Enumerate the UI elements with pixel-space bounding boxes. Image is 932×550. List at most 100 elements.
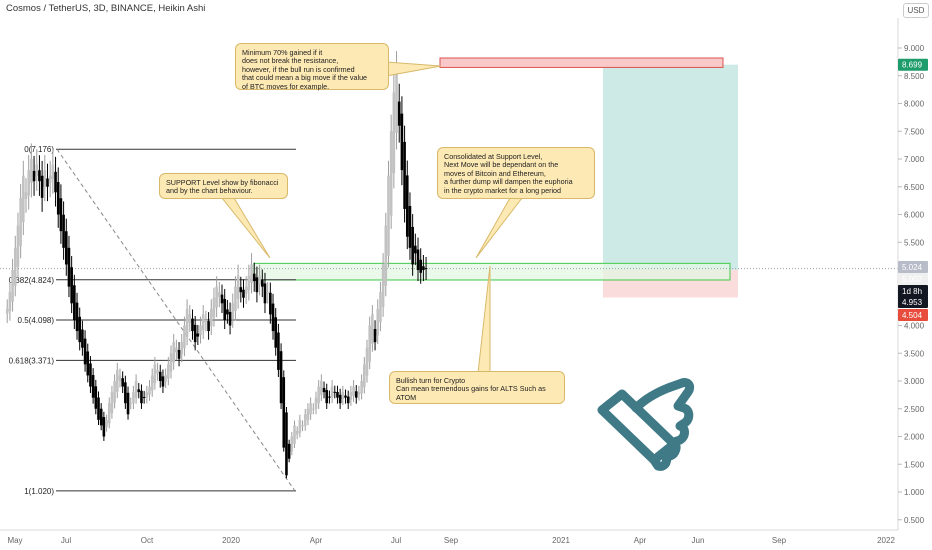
candle-body — [252, 273, 256, 282]
candles — [5, 51, 428, 479]
support-zone — [253, 262, 731, 281]
candle-body — [411, 226, 414, 265]
fib-level-label: 1(1.020) — [24, 487, 54, 496]
candle-body — [408, 206, 412, 248]
price-tick-label: 4.000 — [904, 322, 925, 331]
price-tick-label: 7.000 — [904, 155, 925, 164]
candle-body — [371, 314, 374, 344]
candle-body — [405, 175, 409, 237]
candle-body — [277, 332, 280, 370]
candle-body — [30, 159, 33, 183]
candle-body — [226, 309, 229, 315]
price-label-box — [898, 273, 928, 285]
candle-body — [395, 70, 398, 133]
time-axis[interactable]: May Jul Oct 2020 Apr Jul Sep 2021 Apr Jun Sep 2022 — [0, 529, 898, 545]
candle-body — [236, 275, 240, 299]
candle-body — [422, 266, 425, 270]
candle-body — [142, 396, 146, 398]
candle-body — [269, 292, 272, 315]
candle-body — [199, 325, 202, 336]
candle-body — [51, 164, 55, 180]
candle-body — [113, 381, 116, 403]
fib-level-label: 0.618(3.371) — [9, 356, 55, 365]
candle-body — [218, 292, 221, 298]
price-tick-label: 3.000 — [904, 377, 925, 386]
drawing-zones[interactable] — [0, 57, 898, 298]
candle-body — [22, 175, 25, 223]
annotation-support[interactable]: SUPPORT Level show by fibonacci and by t… — [159, 173, 288, 199]
annotation-consolidation[interactable]: Consolidated at Support Level, Next Move… — [437, 147, 595, 199]
candle-body — [274, 317, 278, 348]
candle-body — [255, 277, 259, 293]
candle-body — [320, 381, 323, 395]
candle-body — [91, 375, 95, 398]
candle-body — [56, 182, 60, 215]
candle-body — [129, 403, 133, 405]
candle-body — [306, 408, 310, 421]
candle-body — [124, 382, 127, 404]
candle-body — [99, 408, 103, 426]
time-tick-label: Sep — [772, 536, 787, 545]
candle-body — [312, 408, 315, 410]
fib-level-label: 0.382(4.824) — [9, 276, 55, 285]
candle-body — [397, 101, 401, 126]
candle-body — [86, 351, 90, 376]
candle-body — [46, 178, 49, 187]
candle-body — [73, 285, 76, 320]
annotation-resistance[interactable]: Minimum 70% gained if it does not break … — [235, 43, 389, 90]
candle-body — [35, 164, 39, 177]
candle-body — [132, 392, 135, 404]
candle-body — [290, 436, 294, 452]
candle-body — [134, 381, 138, 398]
pointer-bullish — [477, 265, 491, 374]
candle-body — [48, 175, 52, 183]
candle-body — [196, 333, 200, 337]
time-tick-label: 2020 — [222, 536, 240, 545]
price-tick-label: 1.000 — [904, 488, 925, 497]
candle-body — [215, 286, 218, 308]
annotation-bullish[interactable]: Bullish turn for Crypto Can mean tremend… — [389, 371, 565, 404]
price-label-text: 5.024 — [902, 263, 923, 272]
price-labels: 8.699 5.024 5.002 1d 8h 4.953 4.504 — [898, 58, 928, 321]
candle-body — [150, 375, 154, 391]
time-tick-label: Oct — [141, 536, 154, 545]
candle-body — [97, 397, 100, 420]
candle-body — [115, 369, 119, 392]
candle-body — [341, 392, 345, 400]
time-tick-label: 2022 — [877, 536, 895, 545]
candle-body — [287, 443, 291, 459]
price-axis[interactable]: 9.000 8.500 8.000 7.500 7.000 6.500 6.000 5.500… — [897, 18, 925, 530]
candle-body — [137, 389, 141, 393]
price-tick-label: 1.500 — [904, 460, 925, 469]
price-label-box — [898, 309, 928, 321]
candle-body — [64, 231, 68, 265]
price-tick-label: 0.500 — [904, 516, 925, 525]
candle-body — [16, 225, 20, 267]
candle-body — [301, 425, 304, 427]
price-tick-label: 5.500 — [904, 238, 925, 247]
candle-body — [368, 325, 371, 362]
currency-button[interactable]: USD — [903, 3, 929, 18]
candle-body — [223, 298, 226, 320]
price-tick-label: 8.000 — [904, 100, 925, 109]
price-tick-label: 2.000 — [904, 433, 925, 442]
candle-body — [81, 329, 84, 348]
time-tick-label: Sep — [444, 536, 459, 545]
candle-body — [373, 329, 377, 343]
target-zone — [603, 64, 738, 270]
time-tick-label: May — [7, 536, 22, 545]
candle-body — [354, 391, 358, 398]
candle-body — [282, 377, 286, 448]
candle-body — [207, 321, 210, 332]
candle-body — [330, 386, 334, 398]
candle-body — [349, 392, 353, 400]
price-label-text: 8.699 — [902, 61, 923, 70]
price-label-text: 4.953 — [902, 298, 923, 307]
candle-body — [193, 324, 197, 343]
candle-body — [145, 392, 149, 398]
candle-body — [365, 347, 369, 376]
candle-body — [228, 311, 232, 326]
candle-body — [263, 283, 267, 304]
candle-body — [121, 378, 124, 387]
